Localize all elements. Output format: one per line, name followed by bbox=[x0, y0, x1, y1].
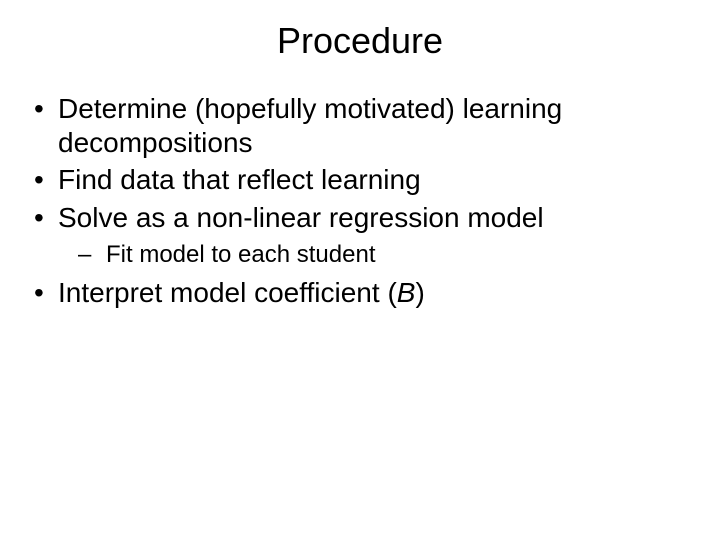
sub-bullet-list: Fit model to each student bbox=[58, 240, 690, 270]
bullet-text: Solve as a non-linear regression model bbox=[58, 202, 544, 233]
bullet-text-post: ) bbox=[415, 277, 424, 308]
slide-content: Determine (hopefully motivated) learning… bbox=[0, 92, 720, 310]
bullet-text-pre: Interpret model coefficient ( bbox=[58, 277, 397, 308]
bullet-item: Find data that reflect learning bbox=[30, 163, 690, 197]
slide: Procedure Determine (hopefully motivated… bbox=[0, 0, 720, 540]
bullet-item: Determine (hopefully motivated) learning… bbox=[30, 92, 690, 159]
bullet-item: Solve as a non-linear regression model F… bbox=[30, 201, 690, 271]
bullet-list: Determine (hopefully motivated) learning… bbox=[30, 92, 690, 310]
slide-title: Procedure bbox=[0, 0, 720, 92]
bullet-text-italic: B bbox=[397, 277, 416, 308]
sub-bullet-item: Fit model to each student bbox=[58, 240, 690, 270]
bullet-item: Interpret model coefficient (B) bbox=[30, 276, 690, 310]
